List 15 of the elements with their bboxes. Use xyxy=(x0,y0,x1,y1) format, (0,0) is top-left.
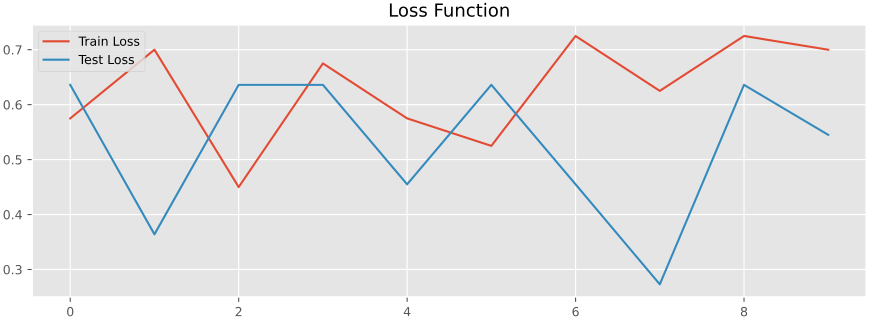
legend-label: Test Loss xyxy=(78,54,134,64)
chart-title: Loss Function xyxy=(390,2,509,17)
x-tick-label: 8 xyxy=(740,306,748,316)
x-tick-label: 0 xyxy=(67,306,74,316)
legend-label: Train Loss xyxy=(78,36,140,46)
x-tick-label: 6 xyxy=(572,306,579,316)
y-tick-label: 0.4 xyxy=(4,210,22,220)
y-tick-label: 0.3 xyxy=(4,264,22,274)
y-tick-label: 0.6 xyxy=(4,100,22,110)
y-tick-label: 0.5 xyxy=(4,155,22,165)
y-tick-label: 0.7 xyxy=(4,45,22,55)
line-series xyxy=(69,84,830,286)
x-tick-label: 4 xyxy=(404,307,410,316)
line-series xyxy=(69,34,830,188)
x-tick-label: 2 xyxy=(236,306,242,316)
